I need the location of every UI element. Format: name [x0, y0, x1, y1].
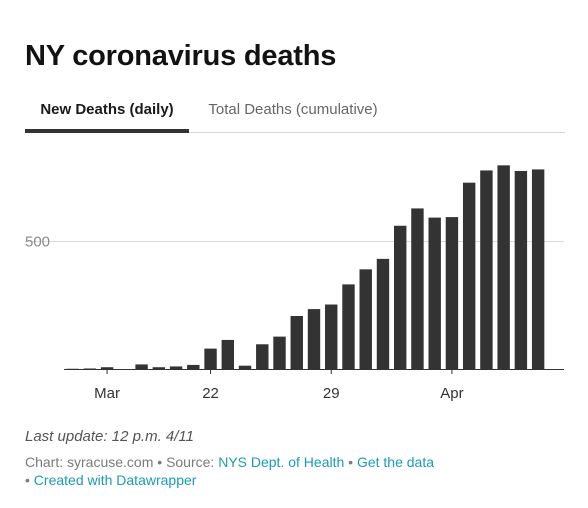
- bar[interactable]: [428, 217, 441, 369]
- get-the-data-link[interactable]: Get the data: [356, 454, 435, 470]
- bar[interactable]: [445, 217, 459, 369]
- bar[interactable]: [325, 304, 338, 369]
- bar[interactable]: [83, 368, 97, 369]
- credits-line-2: • Created with Datawrapper: [25, 472, 196, 488]
- tab-new-deaths-daily[interactable]: New Deaths (daily): [25, 96, 189, 133]
- bar[interactable]: [497, 165, 510, 369]
- bar[interactable]: [394, 225, 407, 369]
- x-tick-label: 29: [323, 385, 340, 402]
- tab-total-deaths-cumulative[interactable]: Total Deaths (cumulative): [208, 101, 378, 118]
- bar[interactable]: [256, 344, 269, 369]
- bar[interactable]: [204, 348, 217, 369]
- bar[interactable]: [238, 365, 252, 369]
- y-tick-label: 500: [25, 234, 50, 251]
- bar[interactable]: [376, 258, 390, 369]
- bar[interactable]: [342, 284, 355, 369]
- last-update-note: Last update: 12 p.m. 4/11: [25, 428, 195, 445]
- credits-line-1: Chart: syracuse.com • Source: NYS Dept. …: [25, 454, 434, 470]
- x-tick-label: Mar: [94, 385, 120, 402]
- separator: •: [153, 454, 167, 470]
- bar[interactable]: [514, 170, 528, 369]
- bar[interactable]: [273, 336, 286, 369]
- bar[interactable]: [169, 366, 183, 369]
- source-prefix: Source:: [166, 454, 219, 470]
- source-link[interactable]: NYS Dept. of Health: [218, 454, 345, 470]
- created-with-datawrapper-link[interactable]: Created with Datawrapper: [33, 472, 197, 488]
- bar[interactable]: [411, 208, 424, 369]
- bar[interactable]: [152, 367, 166, 369]
- chart-credit: Chart: syracuse.com: [25, 454, 154, 470]
- bar[interactable]: [290, 315, 303, 369]
- bar[interactable]: [187, 364, 200, 369]
- tab-bar: New Deaths (daily) Total Deaths (cumulat…: [25, 96, 565, 133]
- bar[interactable]: [307, 309, 321, 369]
- bullet: •: [25, 472, 34, 488]
- bar[interactable]: [531, 169, 545, 369]
- bar-chart: 500 Mar 22 29 Apr: [25, 165, 564, 402]
- bar[interactable]: [221, 339, 234, 369]
- bar[interactable]: [100, 367, 114, 369]
- x-tick-label: Apr: [440, 385, 463, 402]
- bar[interactable]: [462, 182, 476, 369]
- bar[interactable]: [135, 364, 148, 369]
- separator: •: [344, 454, 357, 470]
- x-tick-label: 22: [202, 385, 219, 402]
- bar[interactable]: [480, 170, 493, 369]
- chart-title: NY coronavirus deaths: [25, 40, 337, 72]
- bar[interactable]: [359, 269, 372, 369]
